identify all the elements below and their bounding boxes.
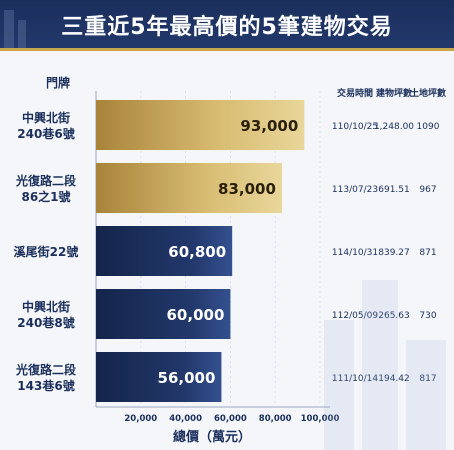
- table-cell: 194.42: [378, 374, 410, 384]
- bar: [96, 226, 233, 276]
- x-tick-label: 40,000: [169, 414, 202, 424]
- table-header: 建物坪數: [376, 87, 413, 99]
- x-tick-label: 20,000: [124, 414, 157, 424]
- bar-chart: 門牌 20,000 40,000 60,000 80,000 100,000 總價（萬元） 9…: [14, 75, 447, 445]
- y-axis-label: 門牌: [46, 75, 70, 90]
- category-label: 240巷6號: [17, 126, 74, 141]
- bar-value-label: 56,000: [158, 369, 216, 387]
- building-decoration-icon: [4, 10, 26, 48]
- bar: [96, 100, 305, 150]
- category-label: 溪尾街22號: [14, 244, 79, 259]
- table-cell: 967: [419, 185, 436, 195]
- table-cell: 114/10/31: [332, 248, 378, 258]
- city-skyline-icon: [324, 280, 446, 450]
- table-header: 土地坪數: [410, 87, 447, 99]
- table-cell: 111/10/14: [332, 374, 378, 384]
- bar-value-label: 60,800: [168, 243, 226, 261]
- table-cell: 113/07/23: [332, 185, 378, 195]
- bar: [96, 163, 282, 213]
- chart-title: 三重近5年最高價的5筆建物交易: [61, 15, 393, 40]
- table-cell: 1,248.00: [374, 122, 414, 132]
- table-cell: 817: [419, 374, 436, 384]
- bar-value-label: 83,000: [218, 180, 276, 198]
- bar-value-label: 60,000: [167, 306, 225, 324]
- category-label: 240巷8號: [17, 315, 74, 330]
- table-cell: 112/05/09: [332, 311, 378, 321]
- x-tick-label: 60,000: [214, 414, 247, 424]
- table-cell: 110/10/25: [332, 122, 378, 132]
- x-tick-label: 80,000: [259, 414, 292, 424]
- bar-value-label: 93,000: [240, 117, 298, 135]
- category-label: 光復路二段: [15, 362, 77, 377]
- table-cell: 265.63: [378, 311, 410, 321]
- category-label: 中興北街: [22, 110, 70, 125]
- category-label: 光復路二段: [15, 173, 77, 188]
- table-header: 交易時間: [337, 87, 373, 99]
- table-cell: 730: [419, 311, 436, 321]
- bar: [96, 352, 222, 402]
- bar: [96, 289, 231, 339]
- category-label: 143巷6號: [17, 378, 74, 393]
- table-cell: 839.27: [378, 248, 410, 258]
- title-banner: 三重近5年最高價的5筆建物交易: [0, 0, 454, 51]
- chart-area: 門牌 20,000 40,000 60,000 80,000 100,000 總價（萬元） 9…: [0, 51, 454, 450]
- category-label: 中興北街: [22, 299, 70, 314]
- table-cell: 691.51: [378, 185, 410, 195]
- table-cell: 871: [419, 248, 436, 258]
- table-cell: 1090: [417, 122, 440, 132]
- x-tick-label: 100,000: [301, 414, 340, 424]
- category-label: 86之1號: [21, 189, 70, 204]
- x-axis-label: 總價（萬元）: [173, 429, 251, 445]
